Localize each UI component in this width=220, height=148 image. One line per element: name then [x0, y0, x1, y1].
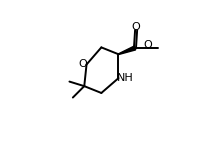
Text: O: O [79, 59, 88, 69]
Text: O: O [143, 40, 152, 50]
Text: O: O [132, 22, 141, 32]
Polygon shape [118, 46, 136, 55]
Text: NH: NH [117, 73, 134, 83]
